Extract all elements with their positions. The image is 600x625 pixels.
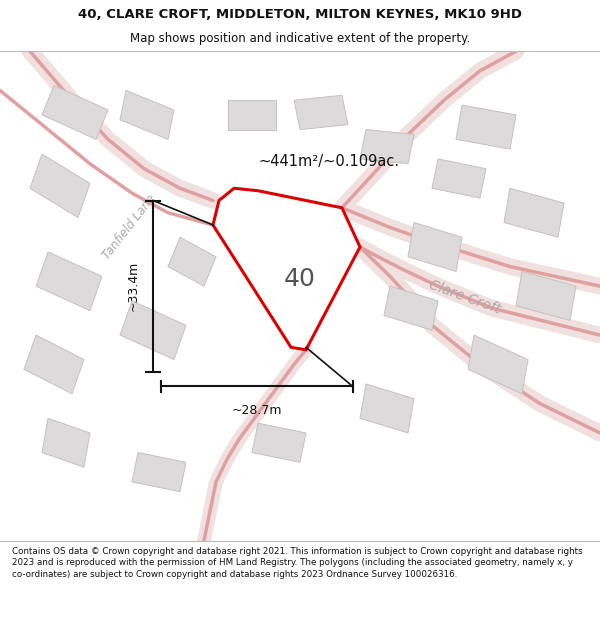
Text: 40, CLARE CROFT, MIDDLETON, MILTON KEYNES, MK10 9HD: 40, CLARE CROFT, MIDDLETON, MILTON KEYNE… bbox=[78, 8, 522, 21]
Text: Map shows position and indicative extent of the property.: Map shows position and indicative extent… bbox=[130, 32, 470, 45]
Polygon shape bbox=[42, 418, 90, 468]
Text: ~28.7m: ~28.7m bbox=[232, 404, 282, 417]
Text: ~33.4m: ~33.4m bbox=[127, 261, 140, 311]
Polygon shape bbox=[294, 95, 348, 129]
Text: ~441m²/~0.109ac.: ~441m²/~0.109ac. bbox=[258, 154, 399, 169]
Text: 40: 40 bbox=[284, 267, 316, 291]
Polygon shape bbox=[132, 452, 186, 492]
Text: Clare Croft: Clare Croft bbox=[427, 278, 503, 316]
Polygon shape bbox=[252, 423, 306, 462]
Polygon shape bbox=[432, 159, 486, 198]
Polygon shape bbox=[24, 335, 84, 394]
Polygon shape bbox=[168, 238, 216, 286]
Polygon shape bbox=[456, 105, 516, 149]
Polygon shape bbox=[120, 301, 186, 359]
Polygon shape bbox=[384, 286, 438, 330]
Polygon shape bbox=[468, 335, 528, 394]
Polygon shape bbox=[228, 100, 276, 129]
Polygon shape bbox=[213, 188, 360, 350]
Polygon shape bbox=[36, 252, 102, 311]
Polygon shape bbox=[516, 271, 576, 321]
Text: Contains OS data © Crown copyright and database right 2021. This information is : Contains OS data © Crown copyright and d… bbox=[12, 546, 583, 579]
Polygon shape bbox=[120, 91, 174, 139]
Polygon shape bbox=[408, 222, 462, 271]
Polygon shape bbox=[300, 238, 342, 271]
Polygon shape bbox=[228, 217, 282, 262]
Polygon shape bbox=[360, 384, 414, 433]
Polygon shape bbox=[504, 188, 564, 238]
Polygon shape bbox=[30, 154, 90, 218]
Polygon shape bbox=[360, 129, 414, 164]
Polygon shape bbox=[42, 86, 108, 139]
Text: Tanfield Lane: Tanfield Lane bbox=[100, 192, 158, 262]
